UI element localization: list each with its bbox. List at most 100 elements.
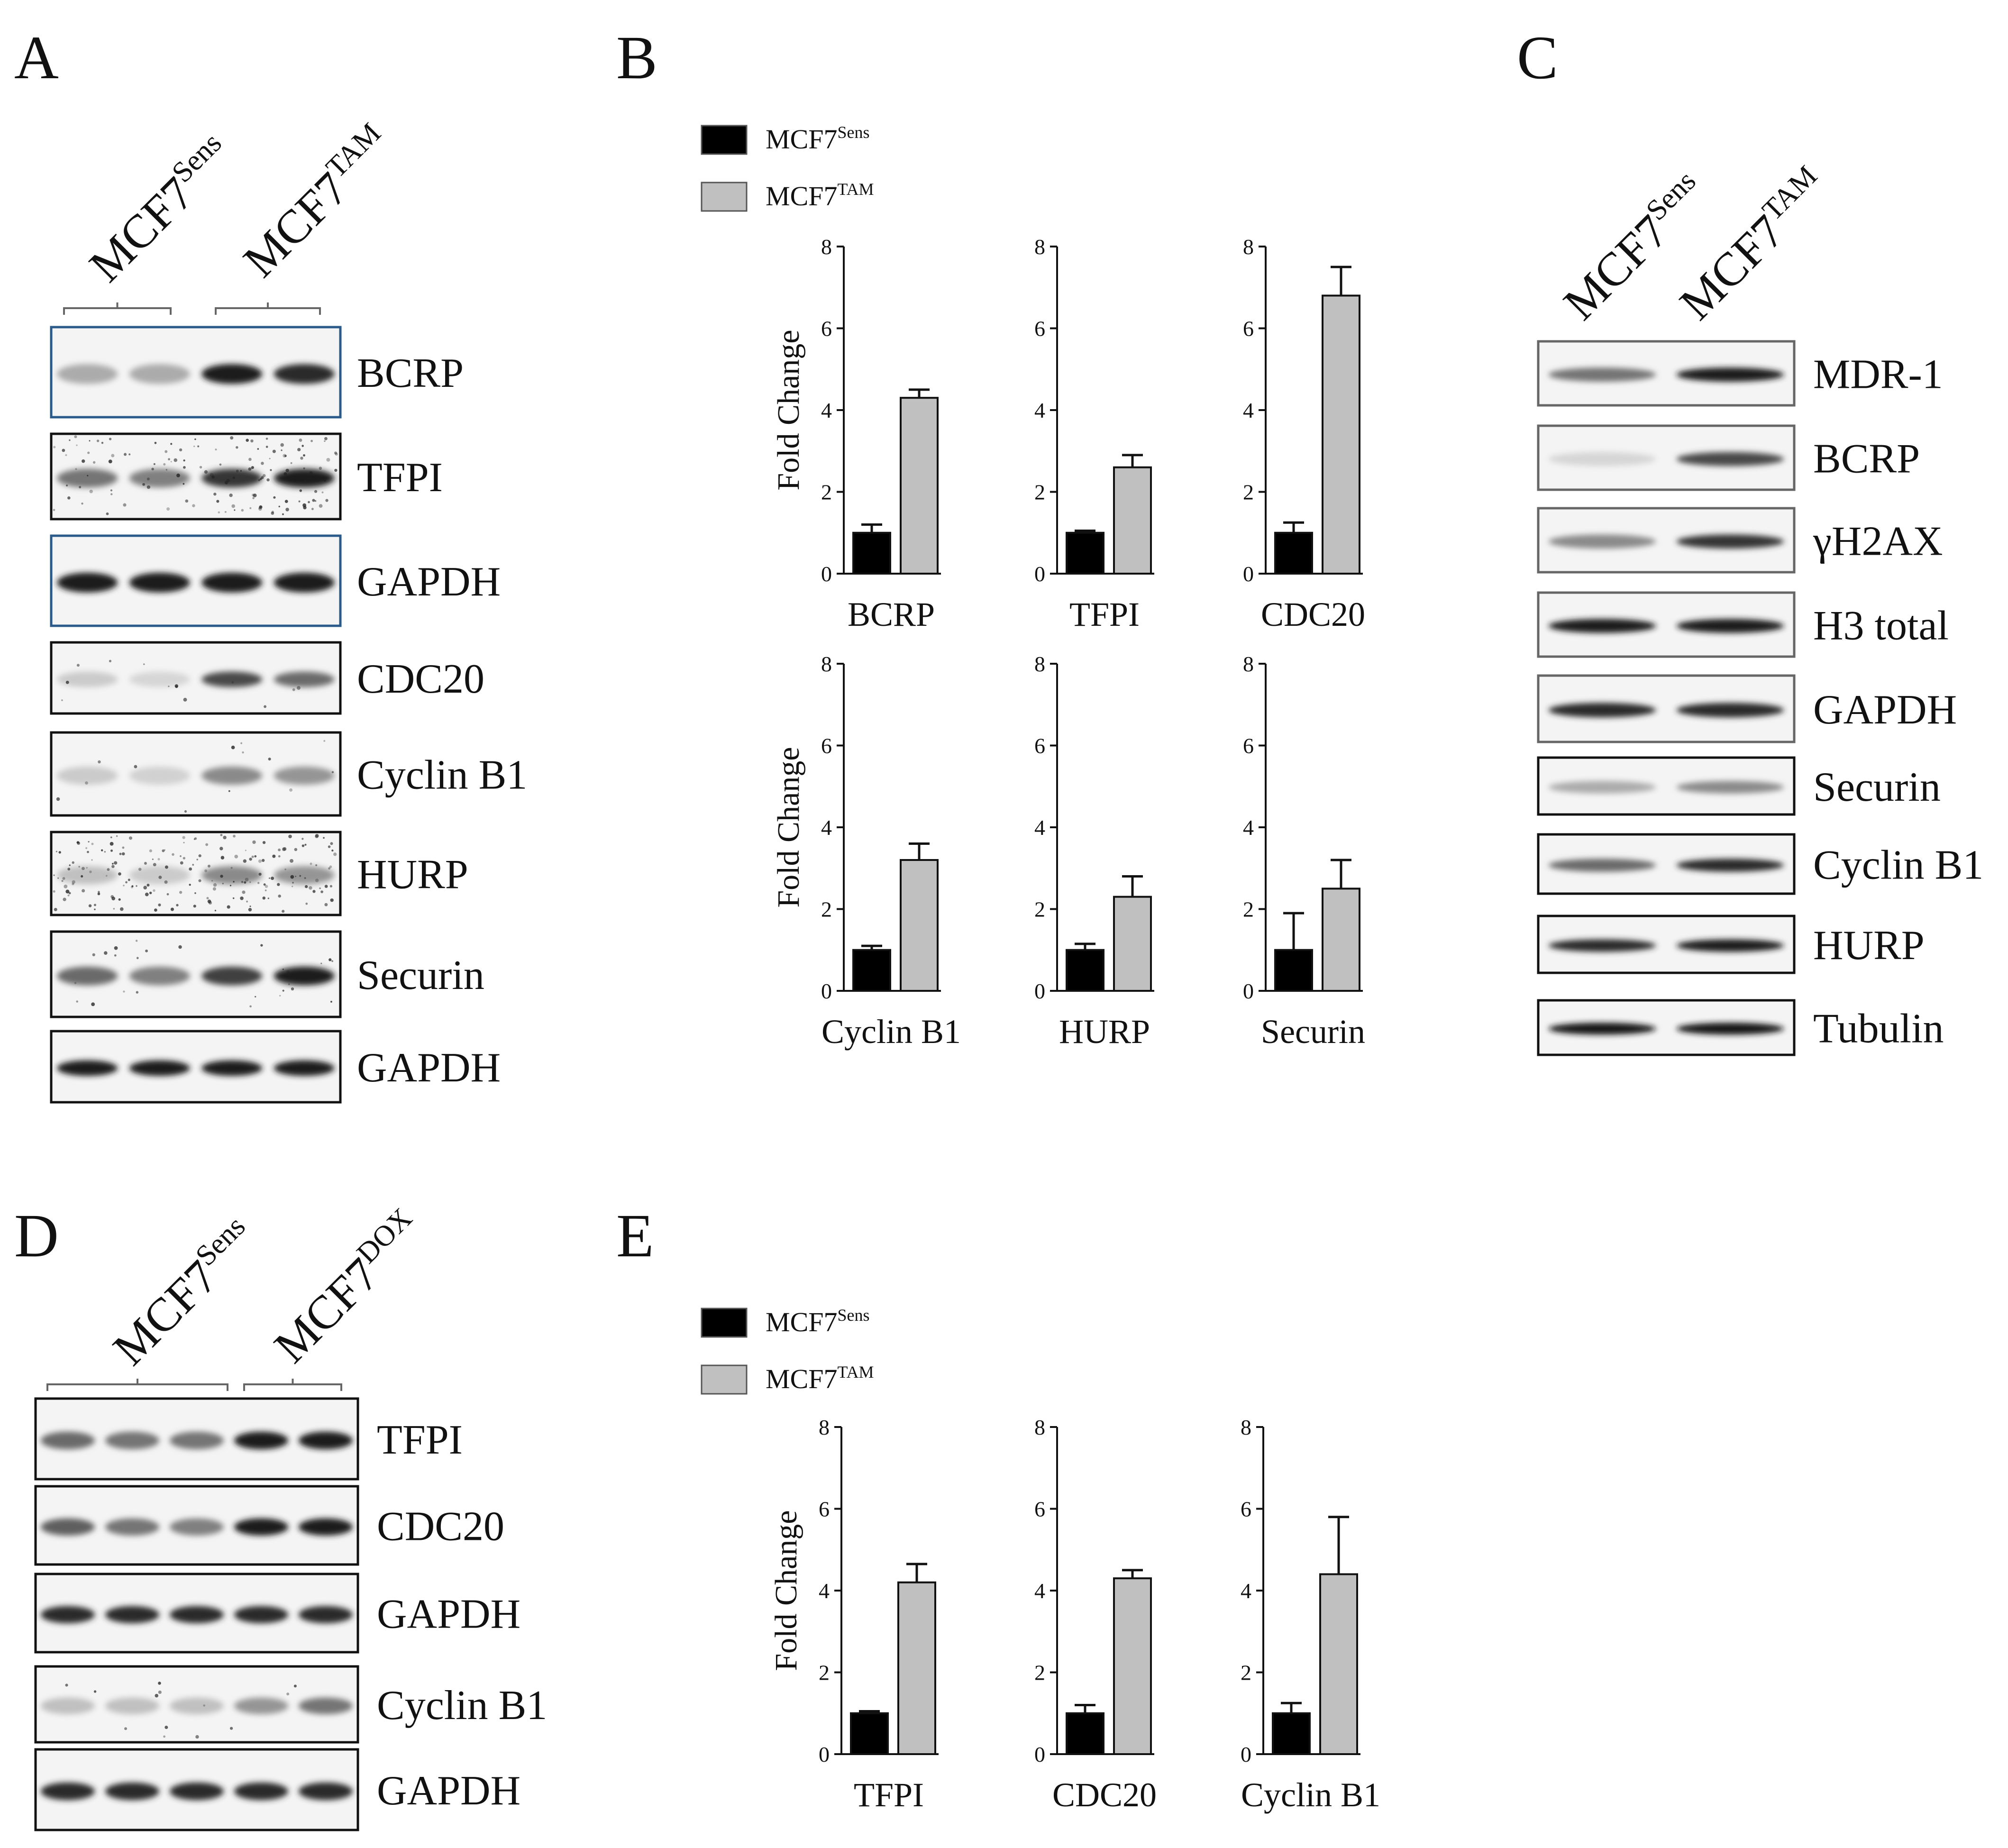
blot-speck-A-1-107 bbox=[299, 439, 302, 442]
y-tick-label-1-0: 0 bbox=[1034, 562, 1045, 586]
blot-speck-A-1-13 bbox=[241, 509, 244, 512]
blot-speck-A-5-76 bbox=[179, 891, 183, 894]
blot-speck-A-5-149 bbox=[220, 856, 225, 860]
blot-speck-A-1-123 bbox=[252, 497, 255, 499]
blot-row-D-0: TFPI bbox=[34, 1397, 463, 1481]
y-tick-label-3-2: 4 bbox=[821, 815, 832, 840]
bar-chart-4: 0 2 4 6 8 HURP bbox=[1034, 652, 1154, 1051]
blot-speck-A-5-62 bbox=[136, 885, 137, 887]
blot-speck-A-1-70 bbox=[154, 441, 157, 444]
blot-label-C-2: γH2AX bbox=[1813, 518, 1943, 564]
blot-speck-A-3-11 bbox=[168, 686, 170, 687]
legend-label-E-1-sup: TAM bbox=[838, 1363, 874, 1381]
blot-speck-A-5-106 bbox=[290, 875, 294, 879]
blot-speck-A-6-21 bbox=[249, 1005, 252, 1008]
blot-speck-A-5-57 bbox=[64, 884, 68, 888]
blot-speck-A-5-180 bbox=[282, 847, 286, 851]
y-tick-label-0-3: 6 bbox=[821, 317, 832, 341]
blot-speck-A-4-3 bbox=[323, 740, 326, 742]
blot-speck-A-6-4 bbox=[91, 1002, 95, 1006]
panel-letter-e: E bbox=[616, 1202, 654, 1270]
blot-speck-A-5-74 bbox=[323, 837, 325, 839]
blot-speck-A-5-155 bbox=[138, 868, 142, 871]
y-tick-label-6-0: 0 bbox=[819, 1742, 830, 1766]
blot-row-C-3: H3 total bbox=[1537, 591, 1949, 658]
blot-speck-A-5-90 bbox=[118, 898, 121, 901]
blot-speck-A-5-72 bbox=[72, 880, 75, 884]
blot-speck-A-1-94 bbox=[324, 440, 326, 442]
blot-speck-A-6-22 bbox=[329, 958, 332, 961]
blot-speck-A-5-7 bbox=[88, 841, 90, 843]
blot-speck-A-1-31 bbox=[106, 512, 109, 515]
bar-0-0 bbox=[852, 531, 891, 575]
blot-speck-A-5-38 bbox=[319, 887, 321, 889]
blot-speck-A-1-26 bbox=[74, 435, 77, 439]
y-tick-label-2-2: 4 bbox=[1243, 398, 1254, 422]
x-label-3: Cyclin B1 bbox=[821, 1013, 961, 1051]
blot-speck-A-5-95 bbox=[153, 889, 155, 892]
blot-speck-A-5-145 bbox=[278, 894, 281, 898]
blot-speck-D-3-4 bbox=[286, 1692, 290, 1696]
blot-speck-A-1-73 bbox=[312, 499, 315, 502]
blot-speck-A-5-81 bbox=[219, 847, 223, 851]
blot-speck-A-1-100 bbox=[251, 466, 254, 469]
blot-speck-A-5-3 bbox=[72, 882, 74, 886]
blot-speck-A-1-80 bbox=[249, 507, 252, 509]
blot-speck-A-5-11 bbox=[207, 864, 210, 868]
blot-speck-A-1-121 bbox=[183, 466, 186, 469]
blot-speck-A-5-66 bbox=[170, 907, 174, 911]
blot-speck-D-3-11 bbox=[93, 1690, 97, 1693]
group-bracket-D-1 bbox=[243, 1379, 342, 1391]
blot-speck-A-1-132 bbox=[87, 451, 90, 454]
bar-5-1 bbox=[1322, 887, 1360, 992]
blot-speck-A-5-36 bbox=[328, 845, 331, 848]
blot-speck-A-6-2 bbox=[279, 995, 281, 997]
blot-speck-A-1-55 bbox=[110, 489, 113, 492]
blot-band-A-0-3 bbox=[274, 364, 335, 384]
blot-speck-A-1-120 bbox=[298, 500, 301, 503]
blot-speck-A-5-123 bbox=[328, 867, 331, 870]
blot-label-A-7: GAPDH bbox=[357, 1045, 501, 1091]
bar-5-0 bbox=[1274, 949, 1313, 992]
blot-speck-A-1-2 bbox=[266, 478, 270, 482]
blot-speck-A-1-68 bbox=[259, 505, 263, 509]
blot-speck-D-3-7 bbox=[195, 1735, 199, 1739]
blot-band-A-7-2 bbox=[201, 1060, 263, 1076]
blot-speck-A-5-34 bbox=[122, 846, 125, 849]
blot-speck-A-1-78 bbox=[301, 445, 304, 447]
blot-speck-A-4-12 bbox=[240, 742, 243, 744]
blot-band-D-1-0 bbox=[40, 1518, 95, 1536]
blot-speck-A-5-4 bbox=[288, 834, 292, 839]
blot-speck-A-1-63 bbox=[170, 443, 173, 445]
blot-speck-A-5-84 bbox=[262, 841, 266, 844]
y-tick-label-5-3: 6 bbox=[1243, 734, 1254, 758]
blot-speck-A-6-23 bbox=[288, 983, 290, 985]
blot-speck-A-5-156 bbox=[54, 907, 57, 911]
blot-speck-A-5-118 bbox=[194, 892, 196, 894]
blot-speck-A-1-133 bbox=[224, 481, 228, 485]
blot-speck-A-4-6 bbox=[85, 781, 88, 785]
blot-label-C-1: BCRP bbox=[1813, 436, 1920, 482]
blot-speck-A-5-105 bbox=[69, 864, 71, 866]
blot-speck-A-4-0 bbox=[242, 751, 244, 754]
blot-speck-A-5-82 bbox=[111, 862, 114, 865]
blot-row-C-1: BCRP bbox=[1537, 424, 1920, 491]
blot-speck-A-5-47 bbox=[271, 877, 274, 880]
blot-speck-D-3-8 bbox=[293, 1684, 297, 1688]
blot-speck-A-5-187 bbox=[257, 882, 260, 884]
blot-speck-A-5-179 bbox=[110, 842, 114, 846]
blot-speck-A-5-15 bbox=[213, 883, 217, 887]
blot-speck-A-5-116 bbox=[128, 878, 130, 881]
blot-speck-A-1-92 bbox=[258, 507, 262, 511]
blot-speck-A-1-69 bbox=[176, 473, 180, 477]
blot-speck-A-6-13 bbox=[114, 954, 117, 957]
blot-speck-A-1-57 bbox=[165, 469, 167, 471]
blot-label-A-6: Securin bbox=[357, 952, 484, 998]
blot-speck-A-5-174 bbox=[145, 892, 149, 897]
bar-chart-3: 0 2 4 6 8 Cyclin B1 Fold Change bbox=[771, 652, 961, 1051]
blot-band-D-2-4 bbox=[298, 1606, 353, 1623]
blot-speck-A-1-93 bbox=[257, 448, 259, 450]
panel-letter-a: A bbox=[14, 24, 59, 92]
blot-band-A-7-0 bbox=[57, 1060, 118, 1076]
